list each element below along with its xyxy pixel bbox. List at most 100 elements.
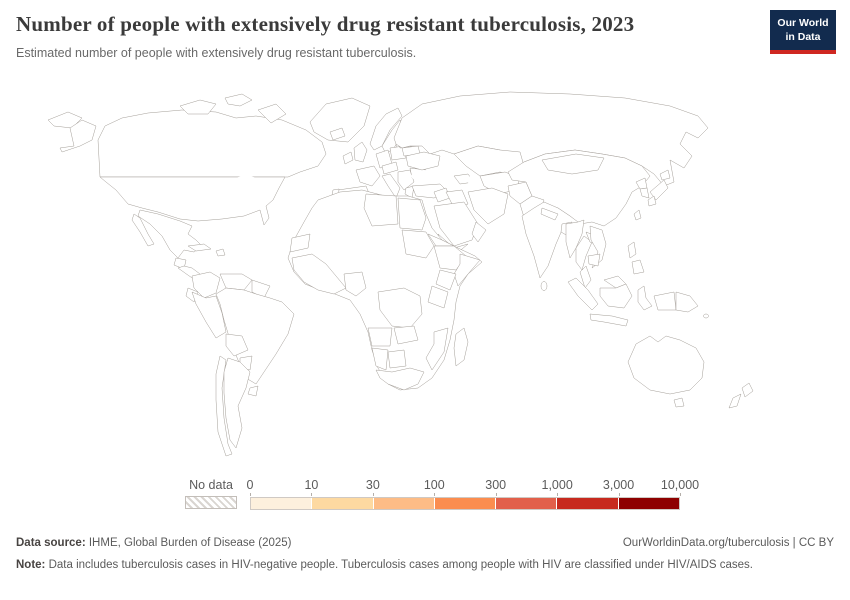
country-indonesia-sumatra[interactable] [567, 277, 599, 311]
country-cuba[interactable] [187, 243, 212, 252]
country-colombia[interactable] [191, 271, 221, 299]
country-namibia[interactable] [371, 347, 389, 371]
country-mongolia[interactable] [541, 153, 605, 175]
country-japan[interactable] [659, 169, 671, 181]
legend-bin[interactable] [312, 498, 373, 509]
country-tasmania[interactable] [673, 397, 685, 408]
country-papua-new-guinea[interactable] [675, 291, 699, 313]
country-somalia[interactable] [453, 253, 481, 287]
country-western-sahara[interactable] [289, 233, 311, 253]
country-canada[interactable] [97, 109, 327, 178]
country-drc[interactable] [377, 287, 423, 329]
country-poland[interactable] [389, 145, 407, 161]
country-iceland[interactable] [329, 127, 346, 141]
country-madagascar[interactable] [453, 327, 469, 367]
country-ireland[interactable] [342, 151, 354, 165]
legend-tick-mark [557, 493, 559, 496]
country-new-zealand[interactable] [741, 382, 754, 398]
country-indonesia-sulawesi[interactable] [637, 285, 653, 311]
country-australia[interactable] [627, 335, 705, 395]
country-greenland[interactable] [309, 97, 371, 143]
country-usa[interactable] [99, 176, 286, 226]
country-cambodia[interactable] [587, 253, 601, 267]
country-myanmar[interactable] [565, 219, 585, 259]
country-solomon-islands[interactable] [703, 313, 709, 319]
country-indonesia-java[interactable] [589, 313, 629, 327]
country-czech-austria[interactable] [381, 161, 399, 175]
footer-note-label: Note: [16, 559, 46, 571]
legend-bin[interactable] [251, 498, 312, 509]
country-philippines[interactable] [631, 259, 645, 275]
country-chile[interactable] [215, 355, 233, 457]
country-libya[interactable] [363, 193, 399, 227]
legend-bin[interactable] [373, 498, 434, 509]
country-venezuela[interactable] [219, 273, 253, 291]
country-argentina[interactable] [223, 357, 251, 449]
country-oman[interactable] [471, 221, 487, 243]
great-lakes [235, 176, 257, 184]
country-alaska[interactable] [59, 119, 97, 153]
footer-note: Note: Data includes tuberculosis cases i… [16, 557, 828, 574]
country-new-zealand[interactable] [728, 393, 742, 409]
country-nepal[interactable] [540, 207, 559, 221]
country-arctic-islands[interactable] [224, 93, 253, 107]
country-chukotka[interactable] [47, 111, 83, 129]
country-egypt[interactable] [397, 197, 427, 231]
legend-bin[interactable] [618, 498, 679, 509]
legend-no-data[interactable]: No data [185, 478, 237, 509]
country-west-africa[interactable] [291, 253, 347, 295]
country-philippines[interactable] [627, 241, 637, 259]
footer-source-text: IHME, Global Burden of Disease (2025) [85, 537, 292, 549]
country-taiwan[interactable] [633, 209, 642, 221]
country-brazil[interactable] [215, 287, 295, 385]
owid-logo-box: Our World in Data [770, 10, 836, 51]
country-malaysia[interactable] [579, 265, 592, 289]
country-thailand[interactable] [575, 235, 593, 271]
country-balkans[interactable] [397, 169, 415, 191]
legend-bin[interactable] [434, 498, 496, 509]
country-indonesia-papua[interactable] [653, 291, 677, 311]
legend-bin[interactable] [557, 498, 618, 509]
country-hispaniola[interactable] [215, 248, 226, 257]
owid-logo[interactable]: Our World in Data [770, 10, 836, 55]
footer-link[interactable]: OurWorldinData.org/tuberculosis | CC BY [622, 537, 834, 549]
legend-tick-label: 3,000 [602, 478, 635, 492]
country-sudan[interactable] [401, 229, 435, 259]
country-bolivia[interactable] [225, 333, 249, 357]
country-indonesia-kalimantan[interactable] [599, 283, 633, 309]
country-tanzania[interactable] [427, 285, 449, 309]
country-south-korea[interactable] [639, 187, 650, 199]
country-mexico[interactable] [137, 209, 203, 259]
country-italy[interactable] [381, 173, 401, 199]
country-arctic-islands[interactable] [179, 99, 217, 115]
country-zambia[interactable] [393, 325, 419, 345]
country-saudi-arabia[interactable] [433, 201, 479, 247]
country-mozambique[interactable] [425, 327, 449, 371]
country-france[interactable] [355, 165, 381, 187]
country-kenya[interactable] [435, 269, 457, 291]
legend-no-data-swatch [185, 496, 237, 509]
legend-tick-label: 10,000 [660, 478, 700, 492]
country-uk[interactable] [353, 141, 368, 163]
country-botswana[interactable] [387, 349, 407, 369]
country-arctic-islands[interactable] [257, 103, 287, 124]
country-south-africa[interactable] [375, 367, 425, 391]
legend-tick-label: 0 [246, 478, 254, 492]
country-russia[interactable] [393, 91, 709, 187]
country-norway[interactable] [369, 107, 403, 151]
legend-bin[interactable] [496, 498, 557, 509]
country-peru[interactable] [191, 291, 227, 339]
country-ukraine[interactable] [405, 151, 441, 171]
footer-source-line: OurWorldinData.org/tuberculosis | CC BY … [16, 537, 834, 549]
country-sri-lanka[interactable] [540, 281, 548, 291]
country-angola[interactable] [367, 327, 393, 347]
legend-tick-mark [434, 493, 436, 496]
legend-tick-mark [250, 493, 251, 496]
country-japan[interactable] [647, 195, 657, 207]
legend-tick-mark [311, 493, 313, 496]
country-mexico-baja[interactable] [131, 213, 155, 247]
country-iran[interactable] [467, 187, 509, 225]
country-nigeria[interactable] [343, 271, 367, 297]
country-uruguay[interactable] [247, 385, 259, 397]
